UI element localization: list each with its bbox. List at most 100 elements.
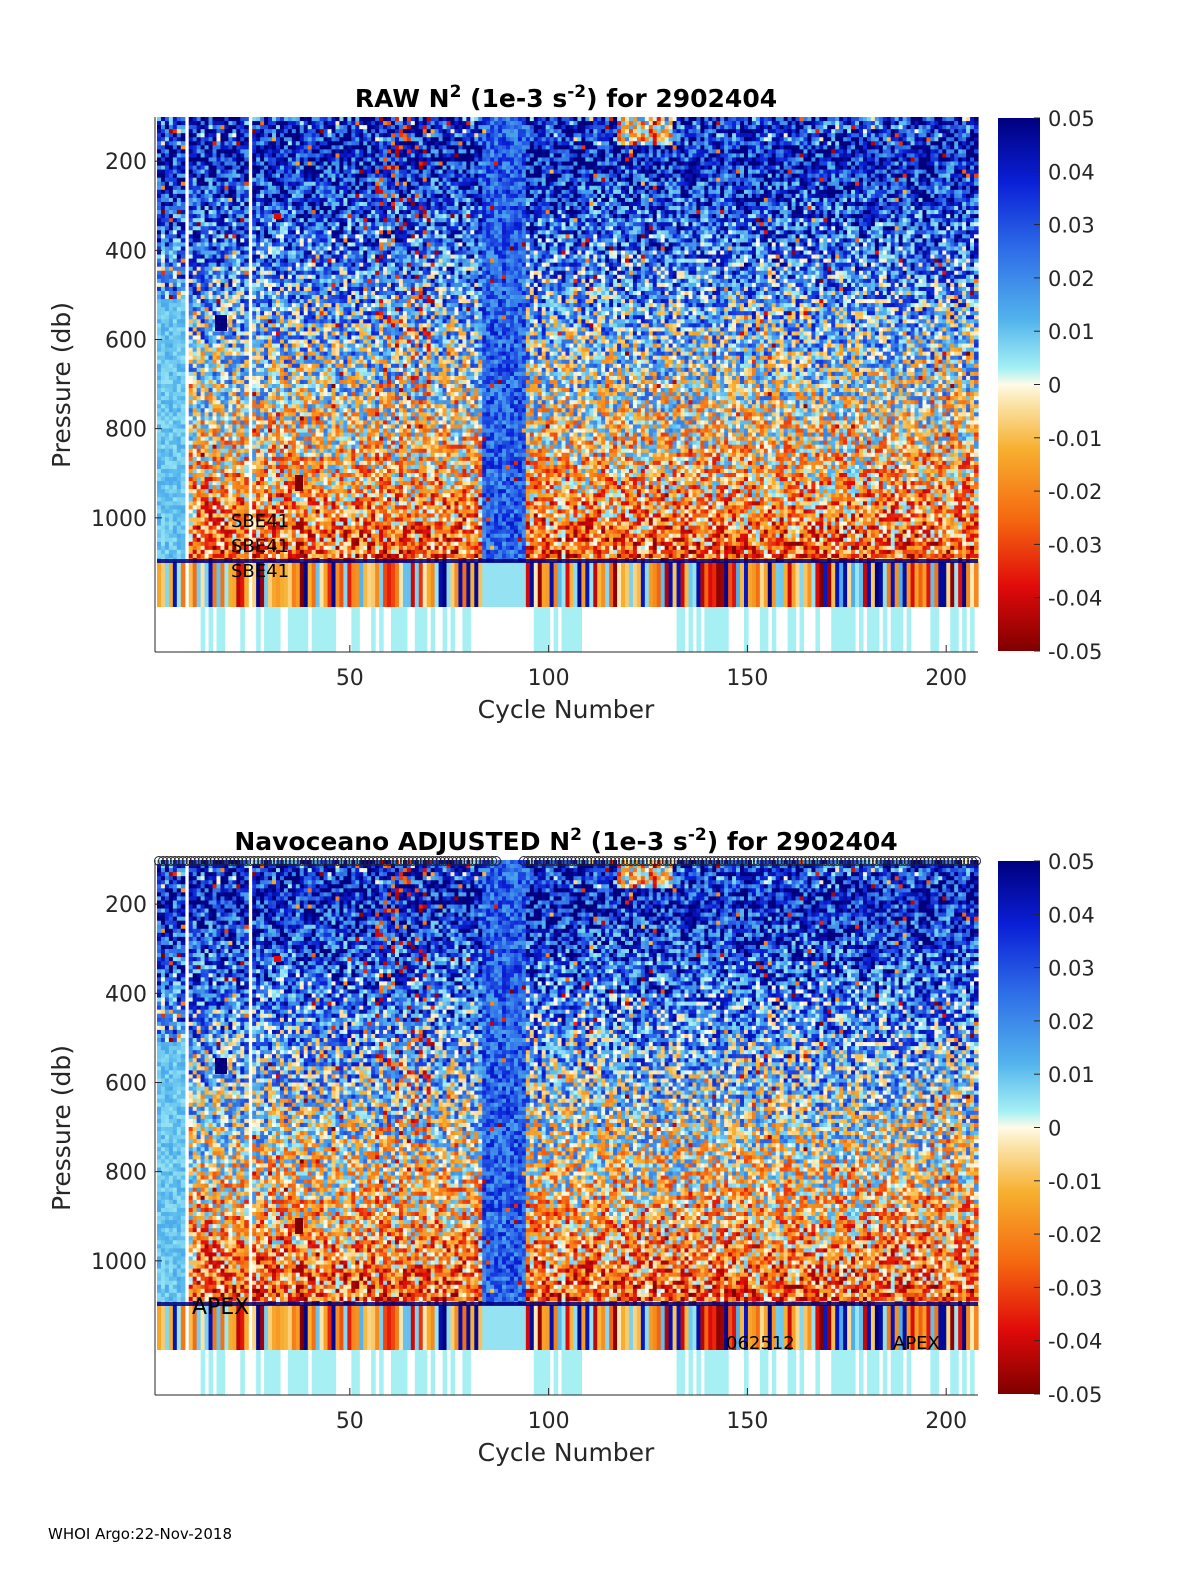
heatmap-cell	[181, 465, 186, 470]
heatmap-cell	[173, 376, 178, 381]
heatmap-cell	[177, 372, 182, 377]
heatmap-cell	[189, 133, 194, 138]
heatmap-cell	[173, 465, 178, 470]
heatmap-cell	[181, 501, 186, 506]
heatmap-cell	[193, 194, 198, 199]
heatmap-cell	[189, 501, 194, 506]
heatmap-cell	[181, 493, 186, 498]
heatmap-cell	[177, 522, 182, 527]
heatmap-cell	[173, 360, 178, 365]
heatmap-cell	[177, 400, 182, 405]
heatmap-cell	[189, 493, 194, 498]
heatmap-cell	[193, 145, 198, 150]
heatmap-cell	[169, 327, 174, 332]
heatmap-cell	[165, 501, 170, 506]
heatmap-cell	[165, 283, 170, 288]
heatmap-cell	[165, 489, 170, 494]
heatmap-cell	[173, 125, 178, 130]
heatmap-cell	[181, 323, 186, 328]
heatmap-cell	[173, 121, 178, 126]
heatmap-cell	[169, 283, 174, 288]
heatmap-cell	[161, 445, 166, 450]
heatmap-cell	[165, 493, 170, 498]
heatmap-cell	[157, 319, 162, 324]
heatmap-cell	[177, 117, 182, 122]
heatmap-cell	[177, 505, 182, 510]
heatmap-cell	[173, 210, 178, 215]
heatmap-cell	[161, 420, 166, 425]
heatmap-cell	[157, 562, 162, 607]
heatmap-cell	[177, 408, 182, 413]
heatmap-cell	[177, 283, 182, 288]
heatmap-cell	[169, 182, 174, 187]
heatmap-cell	[165, 360, 170, 365]
heatmap-cell	[181, 242, 186, 247]
heatmap-cell	[157, 242, 162, 247]
heatmap-cell	[173, 437, 178, 442]
heatmap-cell	[157, 121, 162, 126]
heatmap-cell	[161, 376, 166, 381]
heatmap-cell	[157, 445, 162, 450]
heatmap-cell	[165, 554, 170, 559]
heatmap-cell	[169, 384, 174, 389]
heatmap-cell	[169, 550, 174, 555]
heatmap-cell	[189, 315, 194, 320]
heatmap-cell	[157, 323, 162, 328]
heatmap-cell	[161, 542, 166, 547]
heatmap-cell	[193, 117, 198, 122]
heatmap-cell	[189, 364, 194, 369]
heatmap-cell	[189, 174, 194, 179]
heatmap-cell	[157, 137, 162, 142]
heatmap-cell	[173, 550, 178, 555]
heatmap-cell	[157, 230, 162, 235]
heatmap-cell	[157, 449, 162, 454]
heatmap-cell	[169, 255, 174, 260]
heatmap-cell	[177, 412, 182, 417]
heatmap-cell	[181, 441, 186, 446]
heatmap-cell	[181, 437, 186, 442]
heatmap-cell	[181, 489, 186, 494]
heatmap-cell	[173, 481, 178, 486]
heatmap-cell	[169, 319, 174, 324]
heatmap-cell	[165, 356, 170, 361]
heatmap-cell	[157, 214, 162, 219]
heatmap-cell	[177, 518, 182, 523]
heatmap-cell	[189, 145, 194, 150]
heatmap-cell	[189, 299, 194, 304]
heatmap-cell	[181, 129, 186, 134]
heatmap-cell	[177, 137, 182, 142]
heatmap-cell	[173, 153, 178, 158]
heatmap-cell	[181, 364, 186, 369]
heatmap-cell	[177, 509, 182, 514]
heatmap-cell	[177, 263, 182, 268]
heatmap-cell	[157, 412, 162, 417]
heatmap-cell	[189, 429, 194, 434]
heatmap-cell	[169, 538, 174, 543]
heatmap-cell	[165, 242, 170, 247]
heatmap-cell	[161, 137, 166, 142]
heatmap-cell	[169, 190, 174, 195]
heatmap-cell	[181, 271, 186, 276]
heatmap-cell	[173, 251, 178, 256]
heatmap-cell	[177, 275, 182, 280]
heatmap-cell	[177, 340, 182, 345]
heatmap-cell	[173, 408, 178, 413]
heatmap-cell	[157, 396, 162, 401]
heatmap-cell	[157, 554, 162, 559]
heatmap-cell	[169, 149, 174, 154]
heatmap-cell	[181, 214, 186, 219]
heatmap-cell	[173, 170, 178, 175]
heatmap-cell	[173, 526, 178, 531]
heatmap-cell	[177, 331, 182, 336]
heatmap-cell	[157, 153, 162, 158]
heatmap-cell	[177, 445, 182, 450]
heatmap-cell	[169, 166, 174, 171]
heatmap-cell	[177, 311, 182, 316]
heatmap-cell	[177, 457, 182, 462]
heatmap-cell	[161, 461, 166, 466]
heatmap-cell	[189, 518, 194, 523]
heatmap-cell	[161, 509, 166, 514]
heatmap-cell	[165, 279, 170, 284]
heatmap-cell	[181, 141, 186, 146]
heatmap-cell	[161, 230, 166, 235]
